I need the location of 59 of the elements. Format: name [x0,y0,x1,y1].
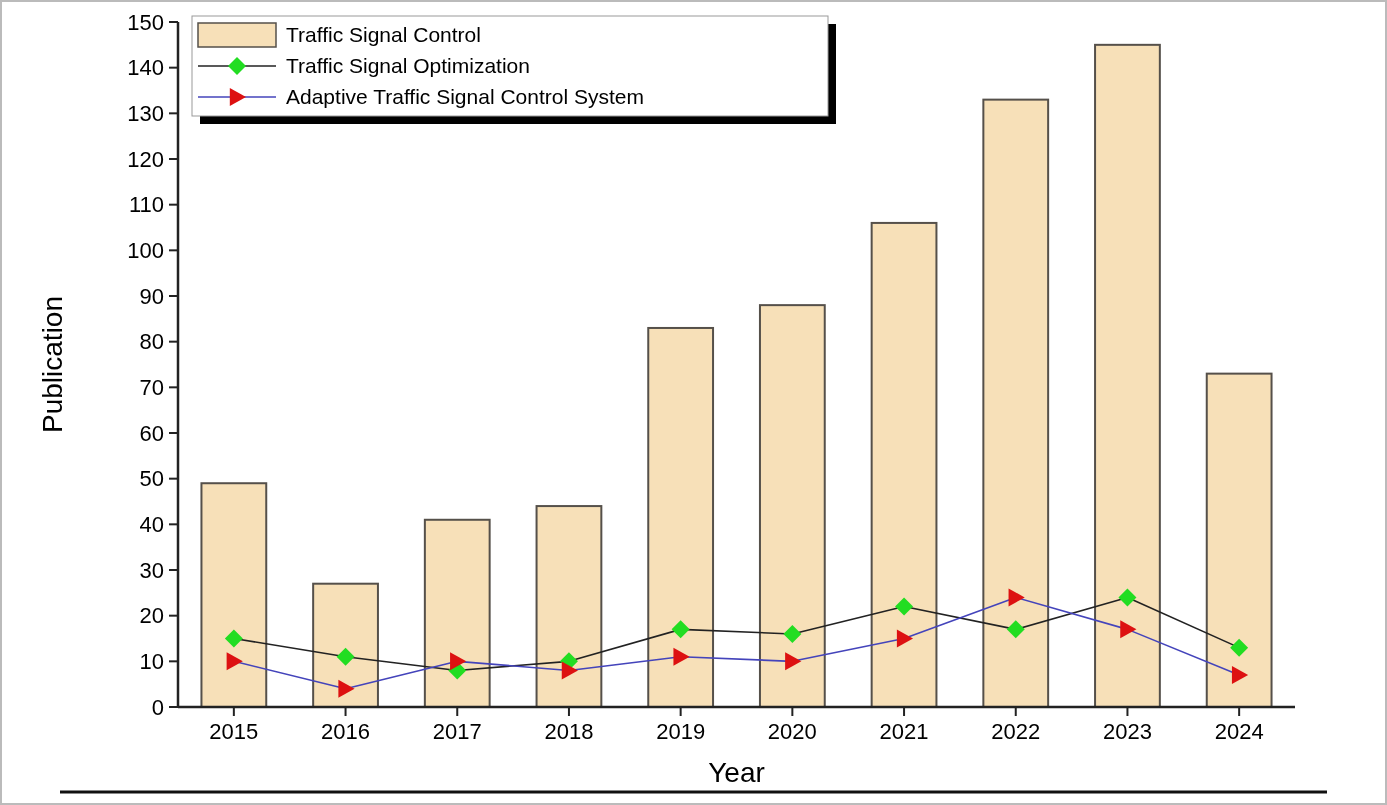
bar [982,98,1050,708]
x-tick-label: 2024 [1214,719,1264,744]
y-tick-label: 120 [127,146,164,172]
point [1006,620,1025,639]
x-axis-title: Year [708,757,765,788]
point [1008,588,1025,607]
bar [1205,372,1273,708]
x-tick-label: 2019 [656,719,706,744]
point [673,647,690,666]
bar [312,582,379,708]
x-tick-label: 2017 [432,719,482,744]
y-tick-label: 80 [139,329,164,355]
x-tick-label: 2021 [879,719,929,744]
bar [535,505,603,708]
point [336,647,355,666]
point [1230,638,1249,657]
x-tick-label: 2022 [991,719,1041,744]
bar [200,482,268,708]
bar [870,221,938,708]
x-tick-label: 2016 [321,719,371,744]
y-tick-label: 70 [139,375,164,401]
y-tick-label: 140 [127,55,164,81]
x-tick-label: 2018 [544,719,594,744]
y-tick-label: 50 [139,466,164,492]
legend-label: Traffic Signal Optimization [286,54,530,78]
y-axis-title: Publication [37,296,68,433]
bar [758,304,826,708]
point [450,652,467,671]
x-tick-label: 2020 [767,719,817,744]
bar [423,518,491,708]
y-tick-label: 10 [139,649,164,675]
point [561,661,578,680]
point [896,629,914,648]
y-tick-label: 20 [139,603,164,629]
point [783,624,802,643]
legend-label: Adaptive Traffic Signal Control System [286,85,644,109]
y-tick-label: 100 [127,238,164,264]
y-tick-label: 130 [127,101,164,127]
y-tick-label: 150 [127,9,164,35]
bar [1094,43,1161,708]
point [1120,620,1137,639]
legend-label: Traffic Signal Control [286,23,481,47]
point [1118,588,1137,607]
point [226,652,243,671]
point [224,629,243,648]
x-tick-label: 2023 [1102,719,1152,744]
point [1231,666,1249,685]
y-tick-label: 60 [139,420,164,446]
y-tick-label: 90 [139,283,164,309]
point [671,620,690,639]
y-tick-label: 40 [139,512,164,538]
bar [647,326,715,708]
y-tick-label: 0 [151,694,164,720]
y-tick-label: 110 [128,192,164,218]
point [338,679,355,698]
x-tick-label: 2015 [209,719,259,744]
y-tick-label: 30 [139,557,164,583]
point [785,652,802,671]
point [895,597,914,616]
